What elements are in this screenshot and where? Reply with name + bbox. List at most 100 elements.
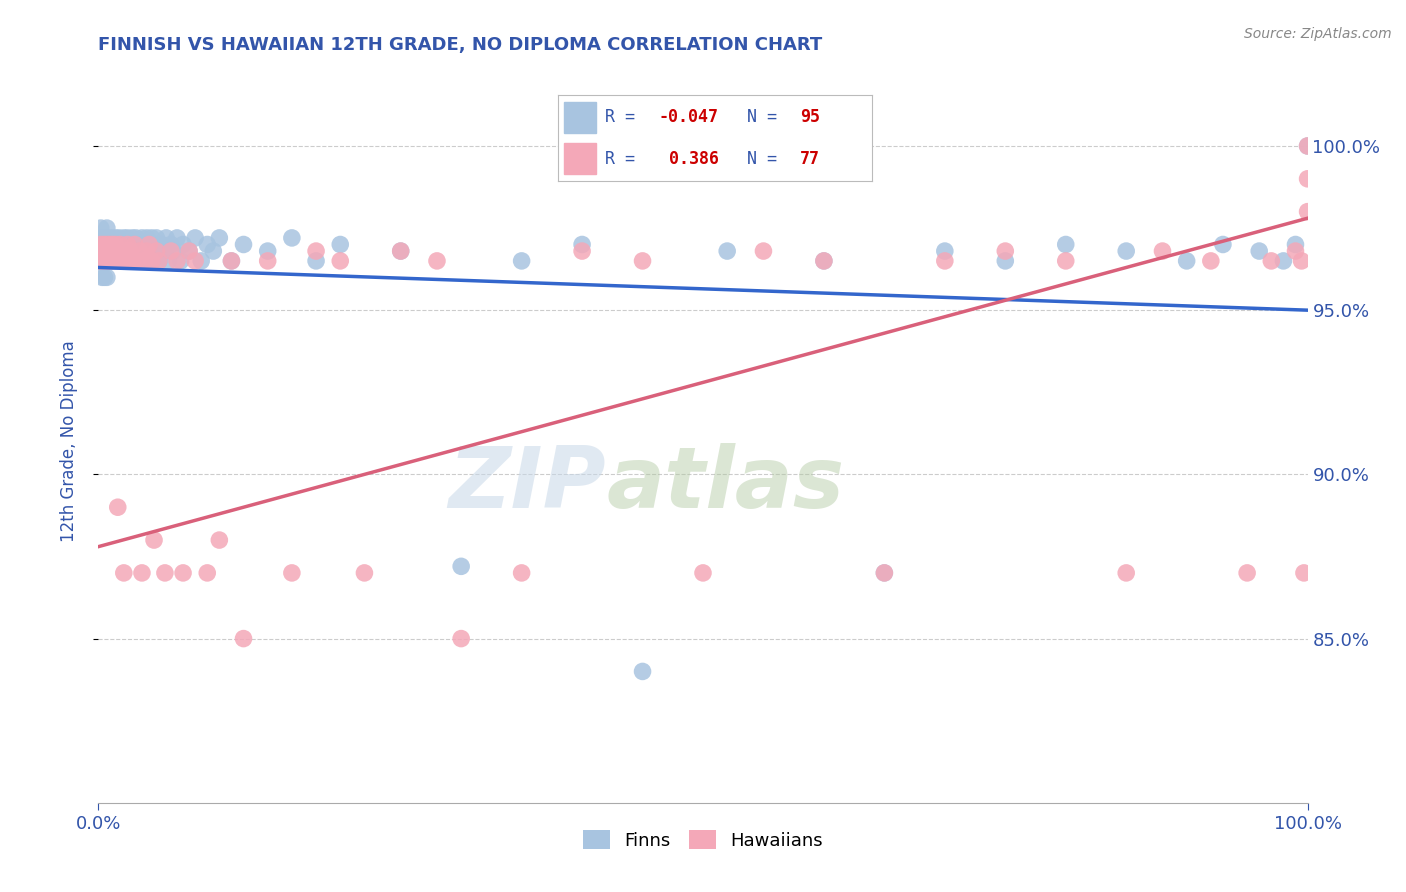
Point [631,254,654,268]
Point [112,566,135,580]
Point [631,665,654,679]
Text: atlas: atlas [606,443,845,526]
Point [1260,254,1282,268]
Point [166,254,188,268]
Point [134,237,156,252]
Point [450,559,472,574]
Point [450,632,472,646]
Point [107,500,129,515]
Point [103,244,125,258]
Point [121,254,143,268]
Point [148,254,170,268]
Point [101,237,124,252]
Point [110,244,132,258]
Point [1296,139,1319,153]
Point [221,254,243,268]
Point [117,237,139,252]
Point [111,254,134,268]
Point [138,237,160,252]
Point [166,231,188,245]
Point [91,231,114,245]
Point [141,231,163,245]
Point [115,244,138,258]
Point [90,237,112,252]
Point [89,254,111,268]
Point [1284,244,1306,258]
Point [108,231,131,245]
Point [131,566,153,580]
Point [91,254,114,268]
Point [124,237,146,252]
Point [155,231,177,245]
Point [135,244,157,258]
Point [94,244,117,258]
Point [143,244,166,258]
Point [1054,237,1077,252]
Point [120,254,142,268]
Point [96,221,118,235]
Point [108,254,131,268]
Point [114,254,136,268]
Point [1152,244,1174,258]
Point [89,237,111,252]
Point [91,244,114,258]
Point [134,254,156,268]
Point [100,237,122,252]
Point [152,244,174,258]
Point [103,254,125,268]
Point [1284,237,1306,252]
Point [100,254,122,268]
Point [131,231,153,245]
Point [135,231,157,245]
Point [145,244,167,258]
Point [1291,254,1313,268]
Point [138,237,160,252]
Point [107,244,129,258]
Point [96,270,118,285]
Point [145,231,167,245]
Point [94,244,117,258]
Point [148,254,170,268]
Point [752,244,775,258]
Point [132,254,155,268]
Point [125,231,148,245]
Point [160,237,183,252]
Point [118,244,141,258]
Point [118,237,141,252]
Point [169,254,191,268]
Point [389,244,412,258]
Point [1115,244,1137,258]
Point [1292,566,1315,580]
Text: ZIP: ZIP [449,443,606,526]
Point [150,237,173,252]
Point [256,254,278,268]
Point [157,254,180,268]
Point [329,237,352,252]
Point [142,254,165,268]
Point [100,231,122,245]
Point [124,237,146,252]
Point [129,244,152,258]
Point [994,244,1017,258]
Point [136,254,159,268]
Point [1212,237,1234,252]
Point [934,254,956,268]
Point [305,244,328,258]
Point [105,237,128,252]
Point [1054,254,1077,268]
Point [813,254,835,268]
Point [184,254,207,268]
Point [571,244,593,258]
Point [104,231,127,245]
Point [91,237,114,252]
Point [1296,139,1319,153]
Point [1175,254,1198,268]
Point [143,533,166,547]
Point [1236,566,1258,580]
Point [96,254,118,268]
Point [873,566,896,580]
Point [208,231,231,245]
Point [184,231,207,245]
Point [160,244,183,258]
Point [1296,171,1319,186]
